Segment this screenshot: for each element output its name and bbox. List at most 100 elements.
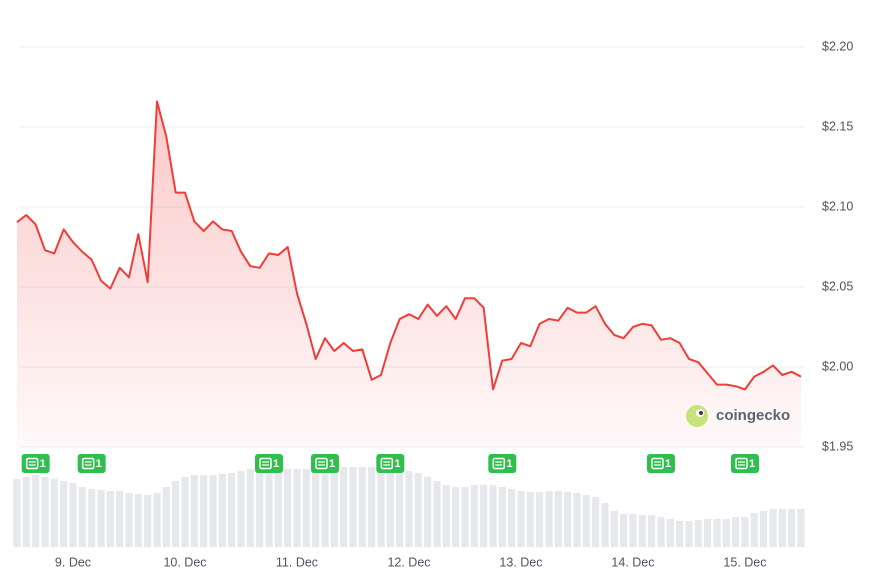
volume-bar: [545, 491, 553, 547]
badge-icon: [259, 457, 272, 470]
badge-count: 1: [96, 458, 102, 470]
badge-count: 1: [665, 458, 671, 470]
volume-bar: [60, 481, 68, 547]
volume-bar: [358, 467, 366, 547]
watermark-text: coingecko: [716, 407, 790, 424]
volume-bar: [218, 474, 226, 547]
volume-bar: [50, 479, 58, 547]
news-badge[interactable]: 1: [310, 454, 339, 473]
volume-bar: [769, 509, 777, 547]
volume-bar: [778, 509, 786, 547]
price-line: [16, 100, 802, 391]
volume-bar: [125, 493, 133, 547]
volume-bar: [293, 469, 301, 547]
badge-icon: [25, 457, 39, 470]
volume-bar: [592, 497, 600, 547]
y-tick-label: $2.00: [822, 359, 853, 373]
y-tick-label: $1.95: [822, 439, 853, 453]
volume-bar: [330, 467, 338, 547]
volume-bar: [321, 468, 329, 547]
news-badge[interactable]: 1: [77, 454, 106, 473]
badge-count: 1: [749, 458, 755, 470]
volume-bar: [97, 490, 105, 547]
badge-icon: [492, 457, 506, 470]
volume-bar: [386, 469, 394, 547]
x-tick-label: 9. Dec: [55, 555, 91, 569]
volume-bar: [694, 520, 702, 547]
volume-bar: [144, 495, 152, 547]
news-badge[interactable]: 1: [376, 454, 405, 473]
volume-bar: [788, 509, 796, 547]
news-badge[interactable]: 1: [488, 454, 517, 473]
volume-bar: [741, 517, 749, 547]
volume-bar: [209, 475, 217, 547]
volume-bar: [732, 517, 740, 547]
x-tick-label: 14. Dec: [611, 555, 654, 569]
volume-bar: [13, 479, 21, 547]
volume-bar: [601, 503, 609, 547]
y-tick-label: $2.20: [822, 39, 853, 53]
volume-bar: [312, 469, 320, 547]
badge-icon: [315, 457, 328, 470]
volume-bar: [666, 519, 674, 547]
volume-bar: [200, 475, 208, 547]
volume-bar: [181, 477, 189, 547]
volume-bar: [498, 487, 506, 547]
volume-bar: [657, 517, 665, 547]
volume-bar: [582, 495, 590, 547]
volume-bar: [638, 515, 646, 547]
badge-icon: [735, 457, 748, 470]
volume-bar: [349, 467, 357, 547]
volume-bar: [172, 481, 180, 547]
news-badge[interactable]: 1: [646, 454, 675, 473]
volume-bar: [629, 514, 637, 547]
volume-bar: [536, 492, 544, 547]
volume-bar: [564, 492, 572, 547]
volume-bar: [526, 492, 534, 547]
volume-bar: [470, 485, 478, 547]
volume-bar: [713, 519, 721, 547]
volume-bar: [517, 491, 525, 547]
volume-bar: [22, 477, 30, 547]
volume-bar: [452, 487, 460, 547]
volume-bar: [284, 469, 292, 547]
volume-bar: [265, 469, 273, 547]
volume-bar: [237, 471, 245, 547]
news-badge[interactable]: 1: [21, 454, 50, 473]
badge-count: 1: [40, 458, 46, 470]
volume-bar: [676, 521, 684, 547]
volume-bar: [722, 519, 730, 547]
y-tick-label: $2.15: [822, 119, 853, 133]
x-tick-label: 11. Dec: [276, 555, 318, 569]
volume-bar: [153, 493, 161, 547]
news-badge[interactable]: 1: [254, 454, 283, 473]
volume-bar: [405, 471, 413, 547]
volume-bar: [106, 491, 114, 547]
badge-count: 1: [273, 458, 279, 470]
x-tick-label: 12. Dec: [387, 555, 430, 569]
volume-bar: [340, 467, 348, 547]
volume-bar: [246, 469, 254, 547]
badge-icon: [81, 457, 95, 470]
y-tick-label: $2.05: [822, 279, 853, 293]
volume-bar: [78, 487, 86, 547]
x-tick-label: 15. Dec: [723, 555, 766, 569]
volume-bar: [508, 489, 516, 547]
badge-icon: [380, 457, 394, 470]
volume-bar: [414, 473, 422, 547]
volume-bar: [620, 514, 628, 547]
x-tick-label: 10. Dec: [163, 555, 206, 569]
volume-bar: [274, 469, 282, 547]
volume-bar: [41, 477, 49, 547]
volume-bar: [190, 475, 198, 547]
volume-bar: [610, 511, 618, 547]
volume-bar: [461, 487, 469, 547]
y-tick-label: $2.10: [822, 199, 853, 213]
volume-bar: [302, 469, 310, 547]
volume-bar: [797, 509, 805, 547]
volume-bar: [116, 491, 124, 547]
news-badge[interactable]: 1: [730, 454, 759, 473]
volume-bar: [228, 473, 236, 547]
volume-bar: [750, 513, 758, 547]
